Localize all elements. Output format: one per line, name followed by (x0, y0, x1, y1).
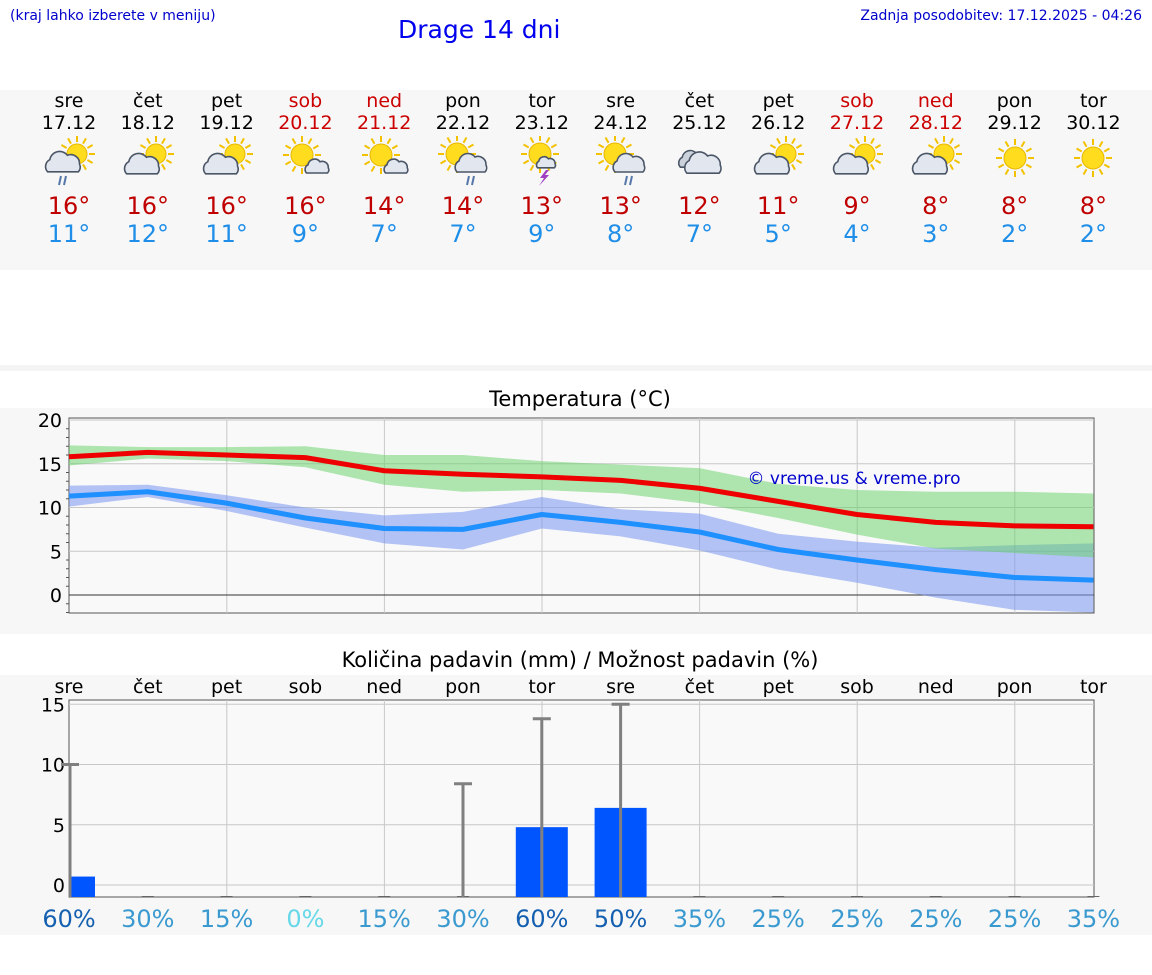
forecast-weekday: tor (528, 90, 556, 112)
forecast-weekday: čet (133, 90, 163, 112)
forecast-min-temp: 8° (606, 220, 635, 248)
forecast-date: 28.12 (908, 112, 963, 134)
forecast-day: pon 22.12 14° 7° (418, 90, 508, 248)
forecast-weekday: sob (840, 90, 874, 112)
partly-cloudy-icon (911, 136, 962, 175)
forecast-weekday: sre (54, 90, 84, 112)
forecast-weekday: sre (606, 90, 636, 112)
forecast-weekday: ned (917, 90, 954, 112)
forecast-min-temp: 3° (922, 220, 950, 248)
forecast-day: tor 23.12 13° 9° (497, 90, 587, 248)
page-title: Drage 14 dni (398, 15, 561, 44)
forecast-date: 23.12 (514, 112, 569, 134)
temperature-panel (0, 408, 1152, 634)
forecast-max-temp: 16° (47, 192, 91, 220)
forecast-max-temp: 11° (756, 192, 800, 220)
forecast-min-temp: 4° (843, 220, 871, 248)
precipitation-chart-title: Količina padavin (mm) / Možnost padavin … (341, 648, 819, 672)
forecast-date: 19.12 (199, 112, 254, 134)
partly-cloudy-icon (832, 136, 883, 175)
forecast-max-temp: 14° (441, 192, 485, 220)
sun-icon (995, 139, 1034, 177)
forecast-date: 29.12 (987, 112, 1042, 134)
precipitation-panel (0, 675, 1152, 935)
forecast-strip: sre 17.12 16° 11° čet 18.12 16° 12° pet 19.12 1… (0, 90, 1152, 270)
sun-cloud-rain-icon (595, 136, 646, 186)
forecast-max-temp: 8° (1079, 192, 1108, 220)
forecast-day: čet 18.12 16° 12° (103, 90, 193, 248)
forecast-day: pet 26.12 11° 5° (733, 90, 823, 248)
forecast-max-temp: 13° (599, 192, 642, 220)
forecast-max-temp: 13° (520, 192, 564, 220)
sun-small-cloud-icon (283, 136, 330, 174)
partly-cloudy-icon (123, 136, 174, 175)
forecast-min-temp: 7° (449, 220, 477, 248)
forecast-day: čet 25.12 12° 7° (654, 90, 744, 248)
forecast-min-temp: 2° (1079, 220, 1108, 248)
forecast-min-temp: 9° (291, 220, 320, 248)
partly-cloudy-icon (202, 136, 253, 175)
forecast-max-temp: 16° (205, 192, 248, 220)
forecast-max-temp: 14° (362, 192, 406, 220)
forecast-date: 24.12 (593, 112, 648, 134)
forecast-weekday: sob (288, 90, 323, 112)
forecast-min-temp: 11° (205, 220, 248, 248)
forecast-day: ned 28.12 8° 3° (891, 90, 981, 248)
forecast-max-temp: 8° (1000, 192, 1029, 220)
forecast-max-temp: 9° (843, 192, 871, 220)
forecast-min-temp: 7° (685, 220, 714, 248)
forecast-max-temp: 16° (126, 192, 170, 220)
forecast-weekday: ned (366, 90, 403, 112)
forecast-min-temp: 12° (126, 220, 170, 248)
cloudy-icon (678, 149, 723, 174)
location-hint-link[interactable]: (kraj lahko izberete v meniju) (10, 8, 216, 24)
forecast-day: pon 29.12 8° 2° (970, 90, 1060, 248)
forecast-date: 20.12 (278, 112, 333, 134)
forecast-min-temp: 2° (1000, 220, 1029, 248)
forecast-weekday: čet (684, 90, 715, 112)
forecast-date: 30.12 (1066, 112, 1121, 134)
partly-cloudy-rain-icon (44, 136, 95, 186)
forecast-max-temp: 16° (284, 192, 327, 220)
last-update-text: Zadnja posodobitev: 17.12.2025 - 04:26 (860, 8, 1142, 24)
forecast-day: tor 30.12 8° 2° (1048, 90, 1138, 248)
separator-band (0, 365, 1152, 371)
forecast-day: sre 17.12 16° 11° (24, 90, 114, 248)
sun-icon (1074, 139, 1113, 177)
forecast-date: 22.12 (435, 112, 491, 134)
forecast-date: 17.12 (41, 112, 97, 134)
forecast-weekday: pon (996, 90, 1033, 112)
forecast-min-temp: 7° (370, 220, 398, 248)
forecast-date: 18.12 (120, 112, 175, 134)
forecast-date: 26.12 (750, 112, 806, 134)
forecast-day: ned 21.12 14° 7° (339, 90, 429, 248)
forecast-date: 25.12 (672, 112, 727, 134)
forecast-max-temp: 12° (678, 192, 721, 220)
sun-cloud-rain-icon (438, 136, 488, 186)
forecast-min-temp: 5° (764, 220, 792, 248)
sun-small-cloud-icon (362, 136, 409, 174)
forecast-weekday: pet (210, 90, 243, 112)
forecast-min-temp: 9° (528, 220, 556, 248)
forecast-day: sre 24.12 13° 8° (576, 90, 666, 248)
forecast-date: 27.12 (829, 112, 885, 134)
sun-thunder-icon (520, 136, 559, 186)
forecast-min-temp: 11° (47, 220, 91, 248)
forecast-day: sob 27.12 9° 4° (812, 90, 902, 248)
forecast-weekday: pon (445, 90, 481, 112)
partly-cloudy-icon (753, 136, 805, 175)
forecast-day: pet 19.12 16° 11° (182, 90, 272, 248)
forecast-day: sob 20.12 16° 9° (260, 90, 350, 248)
forecast-max-temp: 8° (922, 192, 950, 220)
temperature-chart-title: Temperatura (°C) (489, 387, 671, 411)
forecast-weekday: tor (1079, 90, 1107, 112)
forecast-weekday: pet (762, 90, 794, 112)
forecast-date: 21.12 (356, 112, 412, 134)
